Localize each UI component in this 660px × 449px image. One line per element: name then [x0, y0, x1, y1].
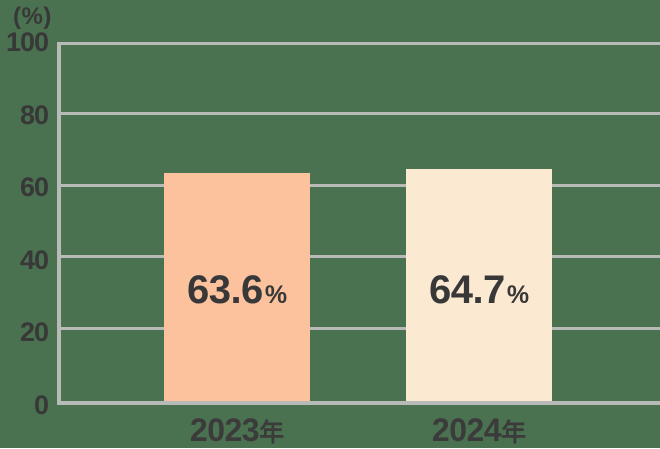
gridline-80 — [61, 111, 660, 115]
x-axis-labels: 2023年 2024年 — [0, 412, 660, 448]
x-label-2023: 2023年 — [127, 412, 347, 449]
bar-2023 — [164, 172, 310, 401]
bar-value-2023: 63.6% — [164, 268, 310, 312]
percent-sign: % — [506, 281, 530, 309]
x-label-year: 2023 — [189, 412, 260, 448]
gridline-20 — [61, 327, 660, 331]
gridline-40 — [61, 255, 660, 259]
y-tick-20: 20 — [19, 317, 49, 347]
x-label-2024: 2024年 — [369, 412, 589, 449]
x-label-year: 2024 — [431, 412, 502, 448]
bar-2024 — [406, 168, 552, 401]
x-label-year-suffix: 年 — [259, 419, 285, 447]
y-tick-40: 40 — [19, 245, 49, 275]
gridline-100 — [61, 42, 660, 45]
bar-value-number: 64.7 — [428, 268, 505, 312]
bar-value-2024: 64.7% — [406, 268, 552, 312]
bar-value-number: 63.6 — [186, 268, 263, 312]
y-tick-100: 100 — [5, 27, 49, 57]
y-tick-0: 0 — [33, 390, 49, 420]
y-axis-unit-label: (%) — [13, 3, 52, 30]
y-tick-60: 60 — [19, 172, 49, 202]
percent-sign: % — [264, 281, 288, 309]
plot-area: 63.6% 64.7% — [57, 42, 660, 405]
y-tick-80: 80 — [19, 100, 49, 130]
x-label-year-suffix: 年 — [501, 419, 527, 447]
gridline-60 — [61, 183, 660, 187]
